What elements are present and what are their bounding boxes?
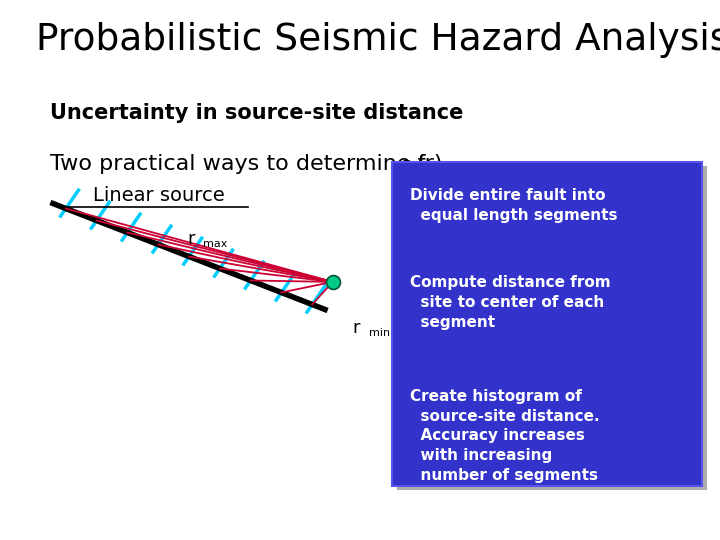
Text: R: R	[402, 159, 413, 177]
FancyBboxPatch shape	[392, 162, 702, 486]
Text: Uncertainty in source-site distance: Uncertainty in source-site distance	[50, 103, 464, 123]
Text: (r): (r)	[416, 154, 443, 174]
Text: Compute distance from
  site to center of each
  segment: Compute distance from site to center of …	[410, 275, 611, 330]
Text: Probabilistic Seismic Hazard Analysis: Probabilistic Seismic Hazard Analysis	[36, 22, 720, 58]
Text: r: r	[353, 319, 360, 336]
Text: r: r	[187, 230, 194, 247]
Text: Two practical ways to determine f: Two practical ways to determine f	[50, 154, 426, 174]
Text: Linear source: Linear source	[93, 186, 224, 205]
FancyBboxPatch shape	[397, 166, 707, 490]
Text: max: max	[203, 239, 228, 249]
Text: Create histogram of
  source-site distance.
  Accuracy increases
  with increasi: Create histogram of source-site distance…	[410, 389, 600, 483]
Text: min: min	[369, 328, 390, 339]
Text: Divide entire fault into
  equal length segments: Divide entire fault into equal length se…	[410, 188, 618, 222]
